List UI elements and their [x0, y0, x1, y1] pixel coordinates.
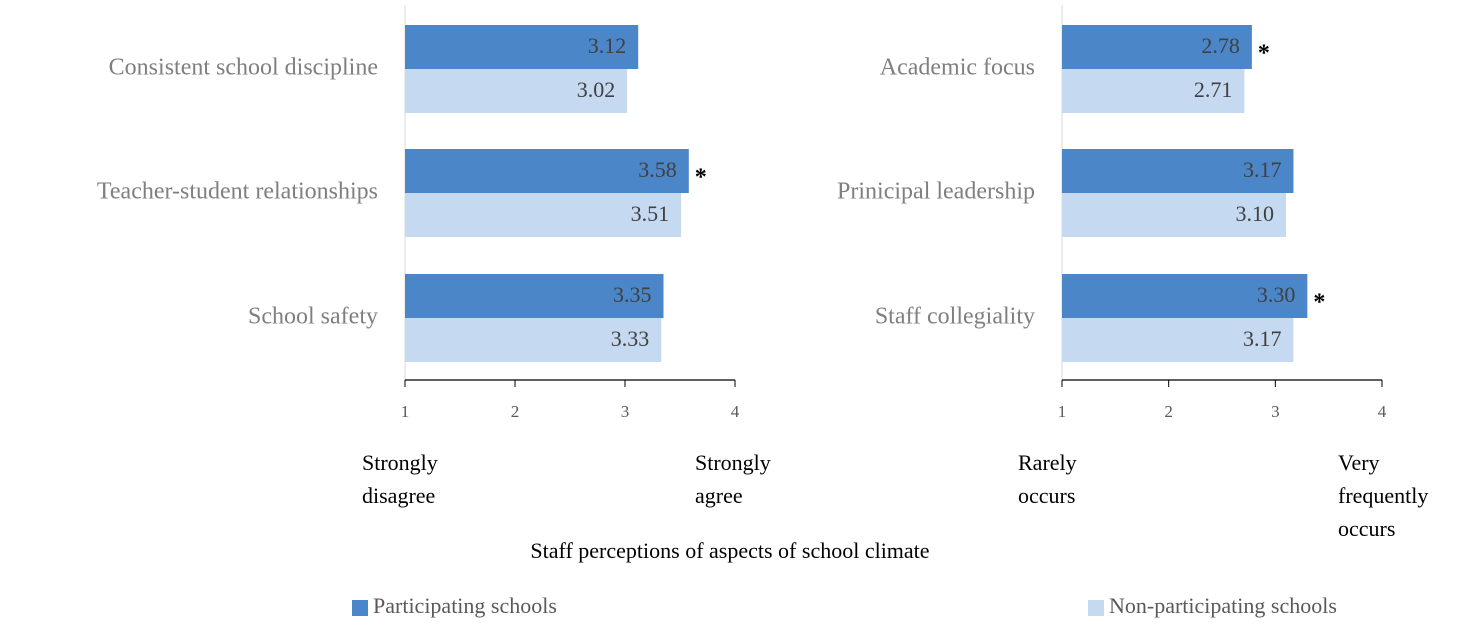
data-label: 3.58 — [638, 157, 677, 182]
category-label: Teacher-student relationships — [97, 179, 378, 205]
bar — [405, 25, 639, 69]
data-label: 3.30 — [1257, 282, 1296, 307]
data-label: 3.12 — [588, 33, 627, 58]
axis-end-label: agree — [695, 483, 743, 508]
data-label: 3.35 — [613, 282, 652, 307]
data-label: 3.33 — [611, 326, 650, 351]
bar — [405, 69, 628, 113]
x-tick-label: 4 — [731, 402, 740, 421]
x-tick-label: 1 — [401, 402, 410, 421]
category-label: Staff collegiality — [875, 304, 1035, 330]
x-tick-label: 1 — [1058, 402, 1067, 421]
data-label: 3.02 — [577, 77, 616, 102]
bar — [1062, 25, 1252, 69]
axis-end-label: Very — [1338, 450, 1380, 475]
axis-end-label: Strongly — [362, 450, 438, 475]
x-tick-label: 2 — [1164, 402, 1173, 421]
bar — [405, 318, 662, 362]
bar — [405, 193, 682, 237]
bar — [405, 149, 689, 193]
category-label: Prinicipal leadership — [837, 179, 1035, 205]
axis-end-label: disagree — [362, 483, 435, 508]
x-tick-label: 3 — [621, 402, 630, 421]
x-tick-label: 4 — [1378, 402, 1387, 421]
legend-label: Non-participating schools — [1109, 593, 1337, 618]
category-label: School safety — [248, 304, 378, 330]
bar — [1062, 274, 1308, 318]
axis-end-label: Rarely — [1018, 450, 1077, 475]
significance-marker: * — [695, 165, 707, 191]
data-label: 3.51 — [631, 201, 670, 226]
legend-swatch — [1088, 600, 1104, 616]
data-label: 3.10 — [1236, 201, 1275, 226]
legend-swatch — [352, 600, 368, 616]
bar — [1062, 69, 1245, 113]
data-label: 3.17 — [1243, 157, 1282, 182]
data-label: 2.71 — [1194, 77, 1233, 102]
axis-end-label: occurs — [1338, 516, 1395, 541]
bar — [405, 274, 664, 318]
data-label: 3.17 — [1243, 326, 1282, 351]
category-label: Consistent school discipline — [109, 55, 378, 81]
significance-marker: * — [1258, 41, 1270, 67]
bar — [1062, 149, 1294, 193]
axis-end-label: occurs — [1018, 483, 1075, 508]
category-label: Academic focus — [880, 55, 1035, 81]
bar — [1062, 318, 1294, 362]
x-tick-label: 3 — [1271, 402, 1280, 421]
x-tick-label: 2 — [511, 402, 520, 421]
legend-label: Participating schools — [373, 593, 557, 618]
x-axis-title: Staff perceptions of aspects of school c… — [530, 538, 929, 563]
bar — [1062, 193, 1286, 237]
significance-marker: * — [1313, 290, 1325, 316]
axis-end-label: frequently — [1338, 483, 1428, 508]
data-label: 2.78 — [1201, 33, 1240, 58]
axis-end-label: Strongly — [695, 450, 771, 475]
